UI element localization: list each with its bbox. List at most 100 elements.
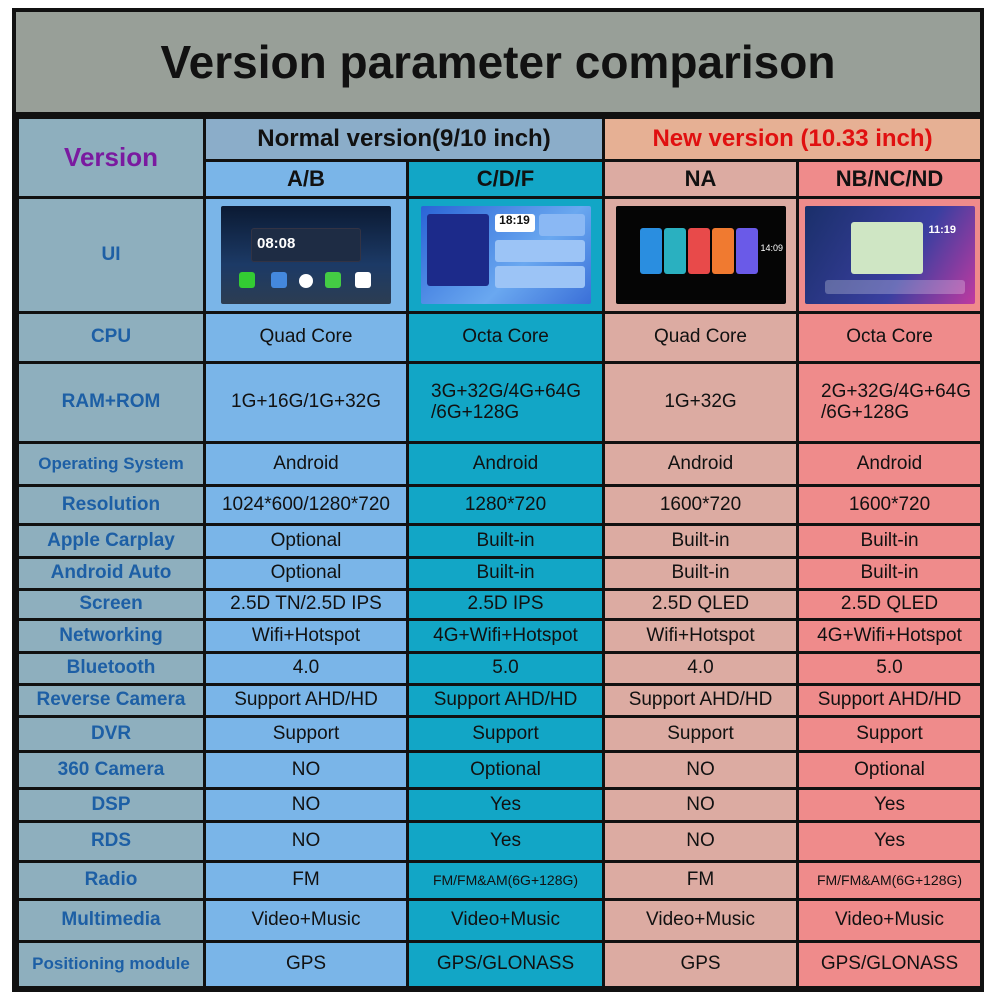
- spec-row: Resolution 1024*600/1280*720 1280*720 1600*…: [16, 484, 984, 526]
- spec-row: 360 Camera NO Optional NO Optional: [16, 750, 984, 790]
- cell-ab: 1024*600/1280*720: [203, 484, 409, 526]
- cell-na: 1600*720: [602, 484, 799, 526]
- row-label: UI: [16, 196, 206, 314]
- row-label: Apple Carplay: [16, 523, 206, 559]
- row-label: Resolution: [16, 484, 206, 526]
- cell-na: 1G+32G: [602, 361, 799, 444]
- cell-nb: 1600*720: [795, 484, 984, 526]
- cell-na: Android: [602, 441, 799, 487]
- cell-nb: GPS/GLONASS: [795, 940, 984, 989]
- cell-nb: Built-in: [795, 523, 984, 559]
- cell-cdf: Android: [406, 441, 605, 487]
- spec-row: Reverse Camera Support AHD/HD Support AHD/…: [16, 683, 984, 718]
- cell-nb: Optional: [795, 750, 984, 790]
- cell-ab: 2.5D TN/2.5D IPS: [203, 588, 409, 621]
- cell-ab: FM: [203, 860, 409, 901]
- cell-nb: 5.0: [795, 651, 984, 686]
- spec-row: Bluetooth 4.0 5.0 4.0 5.0: [16, 651, 984, 686]
- spec-row: Screen 2.5D TN/2.5D IPS 2.5D IPS 2.5D QLED 2…: [16, 588, 984, 621]
- cell-cdf: Support AHD/HD: [406, 683, 605, 718]
- page-title: Version parameter comparison: [16, 12, 980, 116]
- cell-ab: NO: [203, 787, 409, 823]
- cell-na: Support AHD/HD: [602, 683, 799, 718]
- spec-row: Positioning module GPS GPS/GLONASS GPS GPS/G…: [16, 940, 984, 989]
- row-label: Android Auto: [16, 556, 206, 591]
- model-header-na: NA: [602, 159, 799, 199]
- spec-row: RDS NO Yes NO Yes: [16, 820, 984, 863]
- cell-ab: Optional: [203, 523, 409, 559]
- spec-row: RAM+ROM 1G+16G/1G+32G 3G+32G/4G+64G /6G+12…: [16, 361, 984, 444]
- normal-version-header: Normal version(9/10 inch): [203, 116, 605, 162]
- cell-nb: Support AHD/HD: [795, 683, 984, 718]
- comparison-table-frame: Version parameter comparison Version Nor…: [12, 8, 984, 992]
- cell-cdf: Yes: [406, 787, 605, 823]
- model-header-nb: NB/NC/ND: [795, 159, 984, 199]
- ui-screenshot-ab: 08:08: [221, 206, 391, 304]
- model-header-ab: A/B: [203, 159, 409, 199]
- row-label: Bluetooth: [16, 651, 206, 686]
- ui-screenshot-nb: 11:19: [804, 206, 975, 304]
- cell-cdf: Octa Core: [406, 311, 605, 364]
- row-label: Operating System: [16, 441, 206, 487]
- cell-cdf: 1280*720: [406, 484, 605, 526]
- cell-na: 4.0: [602, 651, 799, 686]
- cell-cdf: Optional: [406, 750, 605, 790]
- cell-cdf: Support: [406, 715, 605, 753]
- spec-row: CPU Quad Core Octa Core Quad Core Octa Core: [16, 311, 984, 364]
- cell-na: Built-in: [602, 523, 799, 559]
- model-header-cdf: C/D/F: [406, 159, 605, 199]
- ui-screenshot-na: 14:09: [615, 206, 786, 304]
- cell-cdf: 5.0: [406, 651, 605, 686]
- cell-na: Quad Core: [602, 311, 799, 364]
- cell-na: Wifi+Hotspot: [602, 618, 799, 654]
- spec-row: Networking Wifi+Hotspot 4G+Wifi+Hotspot Wif…: [16, 618, 984, 654]
- cell-ab: Android: [203, 441, 409, 487]
- row-label: Networking: [16, 618, 206, 654]
- cell-ab: NO: [203, 750, 409, 790]
- cell-ab: GPS: [203, 940, 409, 989]
- cell-ab: 1G+16G/1G+32G: [203, 361, 409, 444]
- spec-row: DVR Support Support Support Support: [16, 715, 984, 753]
- cell-na: NO: [602, 750, 799, 790]
- row-label: RDS: [16, 820, 206, 863]
- row-label: DVR: [16, 715, 206, 753]
- cell-cdf: FM/FM&AM(6G+128G): [406, 860, 605, 901]
- cell-ab: NO: [203, 820, 409, 863]
- version-label: Version: [16, 116, 206, 199]
- row-label: CPU: [16, 311, 206, 364]
- cell-na: 2.5D QLED: [602, 588, 799, 621]
- ui-row: UI 08:08 18:19: [16, 196, 984, 314]
- cell-ab: Video+Music: [203, 898, 409, 943]
- row-label: DSP: [16, 787, 206, 823]
- cell-nb: Yes: [795, 820, 984, 863]
- cell-nb: 2.5D QLED: [795, 588, 984, 621]
- comparison-table: Version Normal version(9/10 inch) New ve…: [16, 116, 984, 989]
- row-label: Multimedia: [16, 898, 206, 943]
- cell-cdf: 3G+32G/4G+64G /6G+128G: [406, 361, 605, 444]
- row-label: Screen: [16, 588, 206, 621]
- cell-ab: Optional: [203, 556, 409, 591]
- spec-row: Multimedia Video+Music Video+Music Video+Mu…: [16, 898, 984, 943]
- cell-nb: Built-in: [795, 556, 984, 591]
- cell-ab: 4.0: [203, 651, 409, 686]
- spec-row: Radio FM FM/FM&AM(6G+128G) FM FM/FM&AM(6G+12…: [16, 860, 984, 901]
- cell-na: Built-in: [602, 556, 799, 591]
- spec-row: DSP NO Yes NO Yes: [16, 787, 984, 823]
- cell-ab: Quad Core: [203, 311, 409, 364]
- cell-na: NO: [602, 787, 799, 823]
- cell-cdf: Built-in: [406, 523, 605, 559]
- cell-ab: Wifi+Hotspot: [203, 618, 409, 654]
- new-version-header: New version (10.33 inch): [601, 116, 984, 162]
- spec-row: Apple Carplay Optional Built-in Built-in Bui…: [16, 523, 984, 559]
- cell-na: Support: [602, 715, 799, 753]
- cell-nb: Android: [795, 441, 984, 487]
- cell-nb: 4G+Wifi+Hotspot: [795, 618, 984, 654]
- cell-ab: Support: [203, 715, 409, 753]
- cell-cdf: Video+Music: [406, 898, 605, 943]
- cell-cdf: 2.5D IPS: [406, 588, 605, 621]
- row-label: 360 Camera: [16, 750, 206, 790]
- cell-nb: 2G+32G/4G+64G /6G+128G: [795, 361, 984, 444]
- cell-na: NO: [602, 820, 799, 863]
- cell-cdf: Yes: [406, 820, 605, 863]
- row-label: RAM+ROM: [16, 361, 206, 444]
